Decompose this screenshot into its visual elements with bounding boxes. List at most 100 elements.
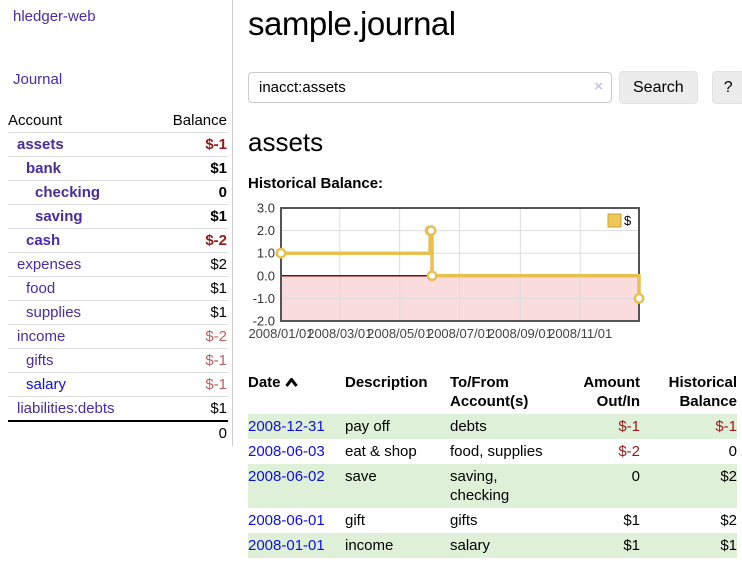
sort-asc-icon: [284, 378, 298, 387]
transaction-accounts: salary: [450, 537, 491, 554]
transaction-description: save: [345, 468, 377, 485]
account-row: bank $1: [8, 157, 228, 181]
account-link-gifts[interactable]: gifts: [26, 352, 54, 369]
sidebar-item-journal[interactable]: Journal: [13, 71, 63, 88]
account-row: cash $-2: [8, 229, 228, 253]
register-row: 2008-01-01 income salary $1 $1: [248, 533, 737, 558]
legend-swatch: [607, 213, 622, 228]
account-row: assets $-1: [8, 133, 228, 157]
account-link-liabilities-debts[interactable]: liabilities:debts: [17, 400, 115, 417]
y-axis-tick-label: 0.0: [257, 268, 275, 283]
y-axis-tick-label: -1.0: [253, 291, 275, 306]
clear-search-icon[interactable]: ×: [594, 78, 603, 95]
historical-balance-chart: $3.0 2.0 1.0 0.0 -1.0 -2.02008/01/012008/03/0…: [248, 201, 645, 341]
search-form: × Search ?: [248, 71, 742, 104]
y-axis-tick-label: 3.0: [257, 201, 275, 216]
transaction-date-link[interactable]: 2008-06-03: [248, 443, 325, 460]
journal-nav: Journal: [13, 71, 232, 88]
account-link-saving[interactable]: saving: [35, 208, 83, 225]
account-balance: $-1: [205, 376, 227, 393]
account-heading: assets: [248, 127, 324, 157]
transaction-description: income: [345, 537, 394, 554]
register-header-balance: Historical Balance: [668, 374, 737, 410]
accounts-total-row: 0: [8, 421, 228, 445]
data-point-marker: [633, 293, 645, 304]
register-header-description: Description: [345, 374, 428, 391]
page-title: sample.journal: [248, 5, 456, 42]
account-link-supplies[interactable]: supplies: [26, 304, 82, 321]
account-row: salary $-1: [8, 373, 228, 397]
search-input[interactable]: [248, 72, 612, 103]
register-header-accounts: To/From Account(s): [450, 374, 529, 410]
x-axis-tick-label: 2008/11/01: [548, 326, 612, 341]
x-axis-tick-label: 2008/03/01: [307, 326, 372, 341]
accounts-body: assets $-1 bank $1 checking 0 saving $1 cash $-2 e…: [8, 133, 228, 421]
account-balance: $-1: [205, 136, 227, 153]
legend-label: $: [624, 213, 632, 228]
account-row: food $1: [8, 277, 228, 301]
register-table: Date Description To/From Account(s) Amou…: [248, 371, 737, 558]
account-link-checking[interactable]: checking: [35, 184, 101, 201]
accounts-table: Account Balance assets $-1 bank $1 checking 0…: [8, 109, 228, 445]
transaction-date-link[interactable]: 2008-06-02: [248, 468, 325, 485]
transaction-accounts: food, supplies: [450, 443, 543, 460]
data-point-marker: [425, 225, 437, 237]
register-row: 2008-12-31 pay off debts $-1 $-1: [248, 414, 737, 439]
register-row: 2008-06-03 eat & shop food, supplies $-2 0: [248, 439, 737, 464]
account-balance: $1: [210, 160, 227, 177]
account-row: gifts $-1: [8, 349, 228, 373]
y-axis-tick-label: -2.0: [253, 314, 275, 329]
transaction-description: eat & shop: [345, 443, 417, 460]
data-point-marker: [275, 247, 287, 259]
transaction-description: gift: [345, 512, 366, 529]
account-link-food[interactable]: food: [26, 280, 56, 297]
chart-heading: Historical Balance:: [248, 175, 384, 192]
accounts-header-account: Account: [8, 112, 63, 129]
accounts-header-balance: Balance: [172, 112, 227, 129]
x-axis-tick-label: 2008/07/01: [427, 326, 492, 341]
account-link-assets[interactable]: assets: [17, 136, 64, 153]
account-balance: $1: [210, 280, 227, 297]
account-link-cash[interactable]: cash: [26, 232, 61, 249]
transaction-amount: $1: [623, 512, 640, 529]
help-button[interactable]: ?: [711, 71, 742, 104]
account-balance: 0: [218, 184, 227, 201]
transaction-description: pay off: [345, 418, 390, 435]
register-header-amount: Amount Out/In: [583, 374, 640, 410]
accounts-total-balance: 0: [218, 425, 227, 442]
y-axis-tick-label: 1.0: [257, 246, 275, 261]
register-header-date[interactable]: Date: [248, 371, 345, 414]
transaction-balance: 0: [728, 443, 737, 460]
register-row: 2008-06-01 gift gifts $1 $2: [248, 508, 737, 533]
transaction-balance: $2: [720, 512, 737, 529]
account-row: saving $1: [8, 205, 228, 229]
app-title: hledger-web: [13, 8, 232, 25]
transaction-date-link[interactable]: 2008-12-31: [248, 418, 325, 435]
transaction-amount: $1: [623, 537, 640, 554]
account-balance: $2: [210, 256, 227, 273]
transaction-accounts: debts: [450, 418, 487, 435]
transaction-amount: 0: [631, 468, 640, 485]
account-link-expenses[interactable]: expenses: [17, 256, 82, 273]
transaction-balance: $-1: [715, 418, 737, 435]
transaction-amount: $-2: [618, 443, 640, 460]
account-row: supplies $1: [8, 301, 228, 325]
app-title-link[interactable]: hledger-web: [13, 8, 96, 25]
register-body: 2008-12-31 pay off debts $-1 $-1 2008-06-03 ea…: [248, 414, 737, 558]
y-axis-tick-label: 2.0: [257, 223, 275, 238]
transaction-amount: $-1: [618, 418, 640, 435]
search-button[interactable]: Search: [619, 71, 698, 104]
transaction-date-link[interactable]: 2008-06-01: [248, 512, 325, 529]
account-balance: $1: [210, 400, 227, 417]
chart-border: [280, 207, 640, 322]
account-balance: $-1: [205, 352, 227, 369]
account-link-bank[interactable]: bank: [26, 160, 62, 177]
data-point-marker: [426, 270, 438, 282]
account-link-income[interactable]: income: [17, 328, 66, 345]
account-balance: $-2: [205, 232, 227, 249]
account-balance: $1: [210, 304, 227, 321]
x-axis-tick-label: 2008/09/01: [488, 326, 553, 341]
account-row: expenses $2: [8, 253, 228, 277]
transaction-date-link[interactable]: 2008-01-01: [248, 537, 325, 554]
account-link-salary[interactable]: salary: [26, 376, 67, 393]
